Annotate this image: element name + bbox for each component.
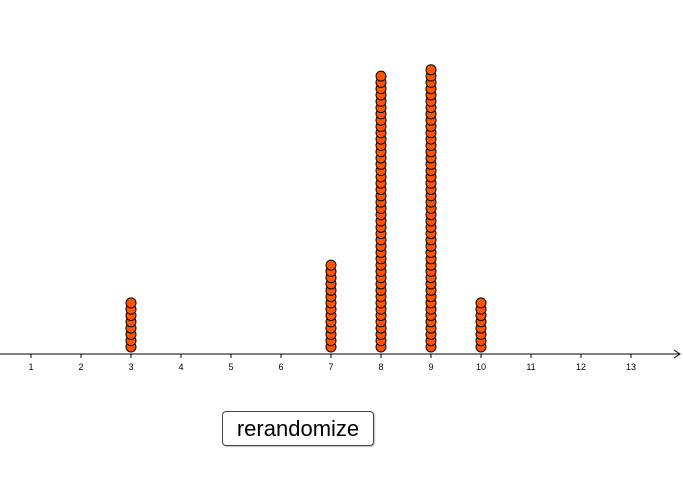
x-tick-label: 8 — [378, 362, 383, 372]
x-tick-label: 13 — [626, 362, 636, 372]
x-tick-label: 5 — [228, 362, 233, 372]
x-tick-label: 7 — [328, 362, 333, 372]
x-tick-label: 12 — [576, 362, 586, 372]
x-tick-label: 11 — [526, 362, 535, 372]
dot-point — [325, 259, 337, 271]
dot-series — [125, 64, 487, 353]
x-tick-label: 10 — [476, 362, 486, 372]
x-tick-label: 9 — [428, 362, 433, 372]
rerandomize-button[interactable]: rerandomize — [222, 411, 374, 446]
x-tick-label: 2 — [78, 362, 83, 372]
x-axis: 1 2 3 4 5 6 7 8 9 10 11 12 13 — [0, 349, 681, 372]
dot-point — [425, 64, 437, 76]
x-tick-label: 6 — [278, 362, 283, 372]
dot-point — [475, 297, 487, 309]
dot-point — [375, 70, 387, 82]
x-tick-label: 4 — [178, 362, 183, 372]
dot-point — [125, 297, 137, 309]
x-tick-label: 1 — [28, 362, 33, 372]
x-axis-arrow-icon — [673, 349, 681, 359]
x-tick-label: 3 — [128, 362, 133, 372]
